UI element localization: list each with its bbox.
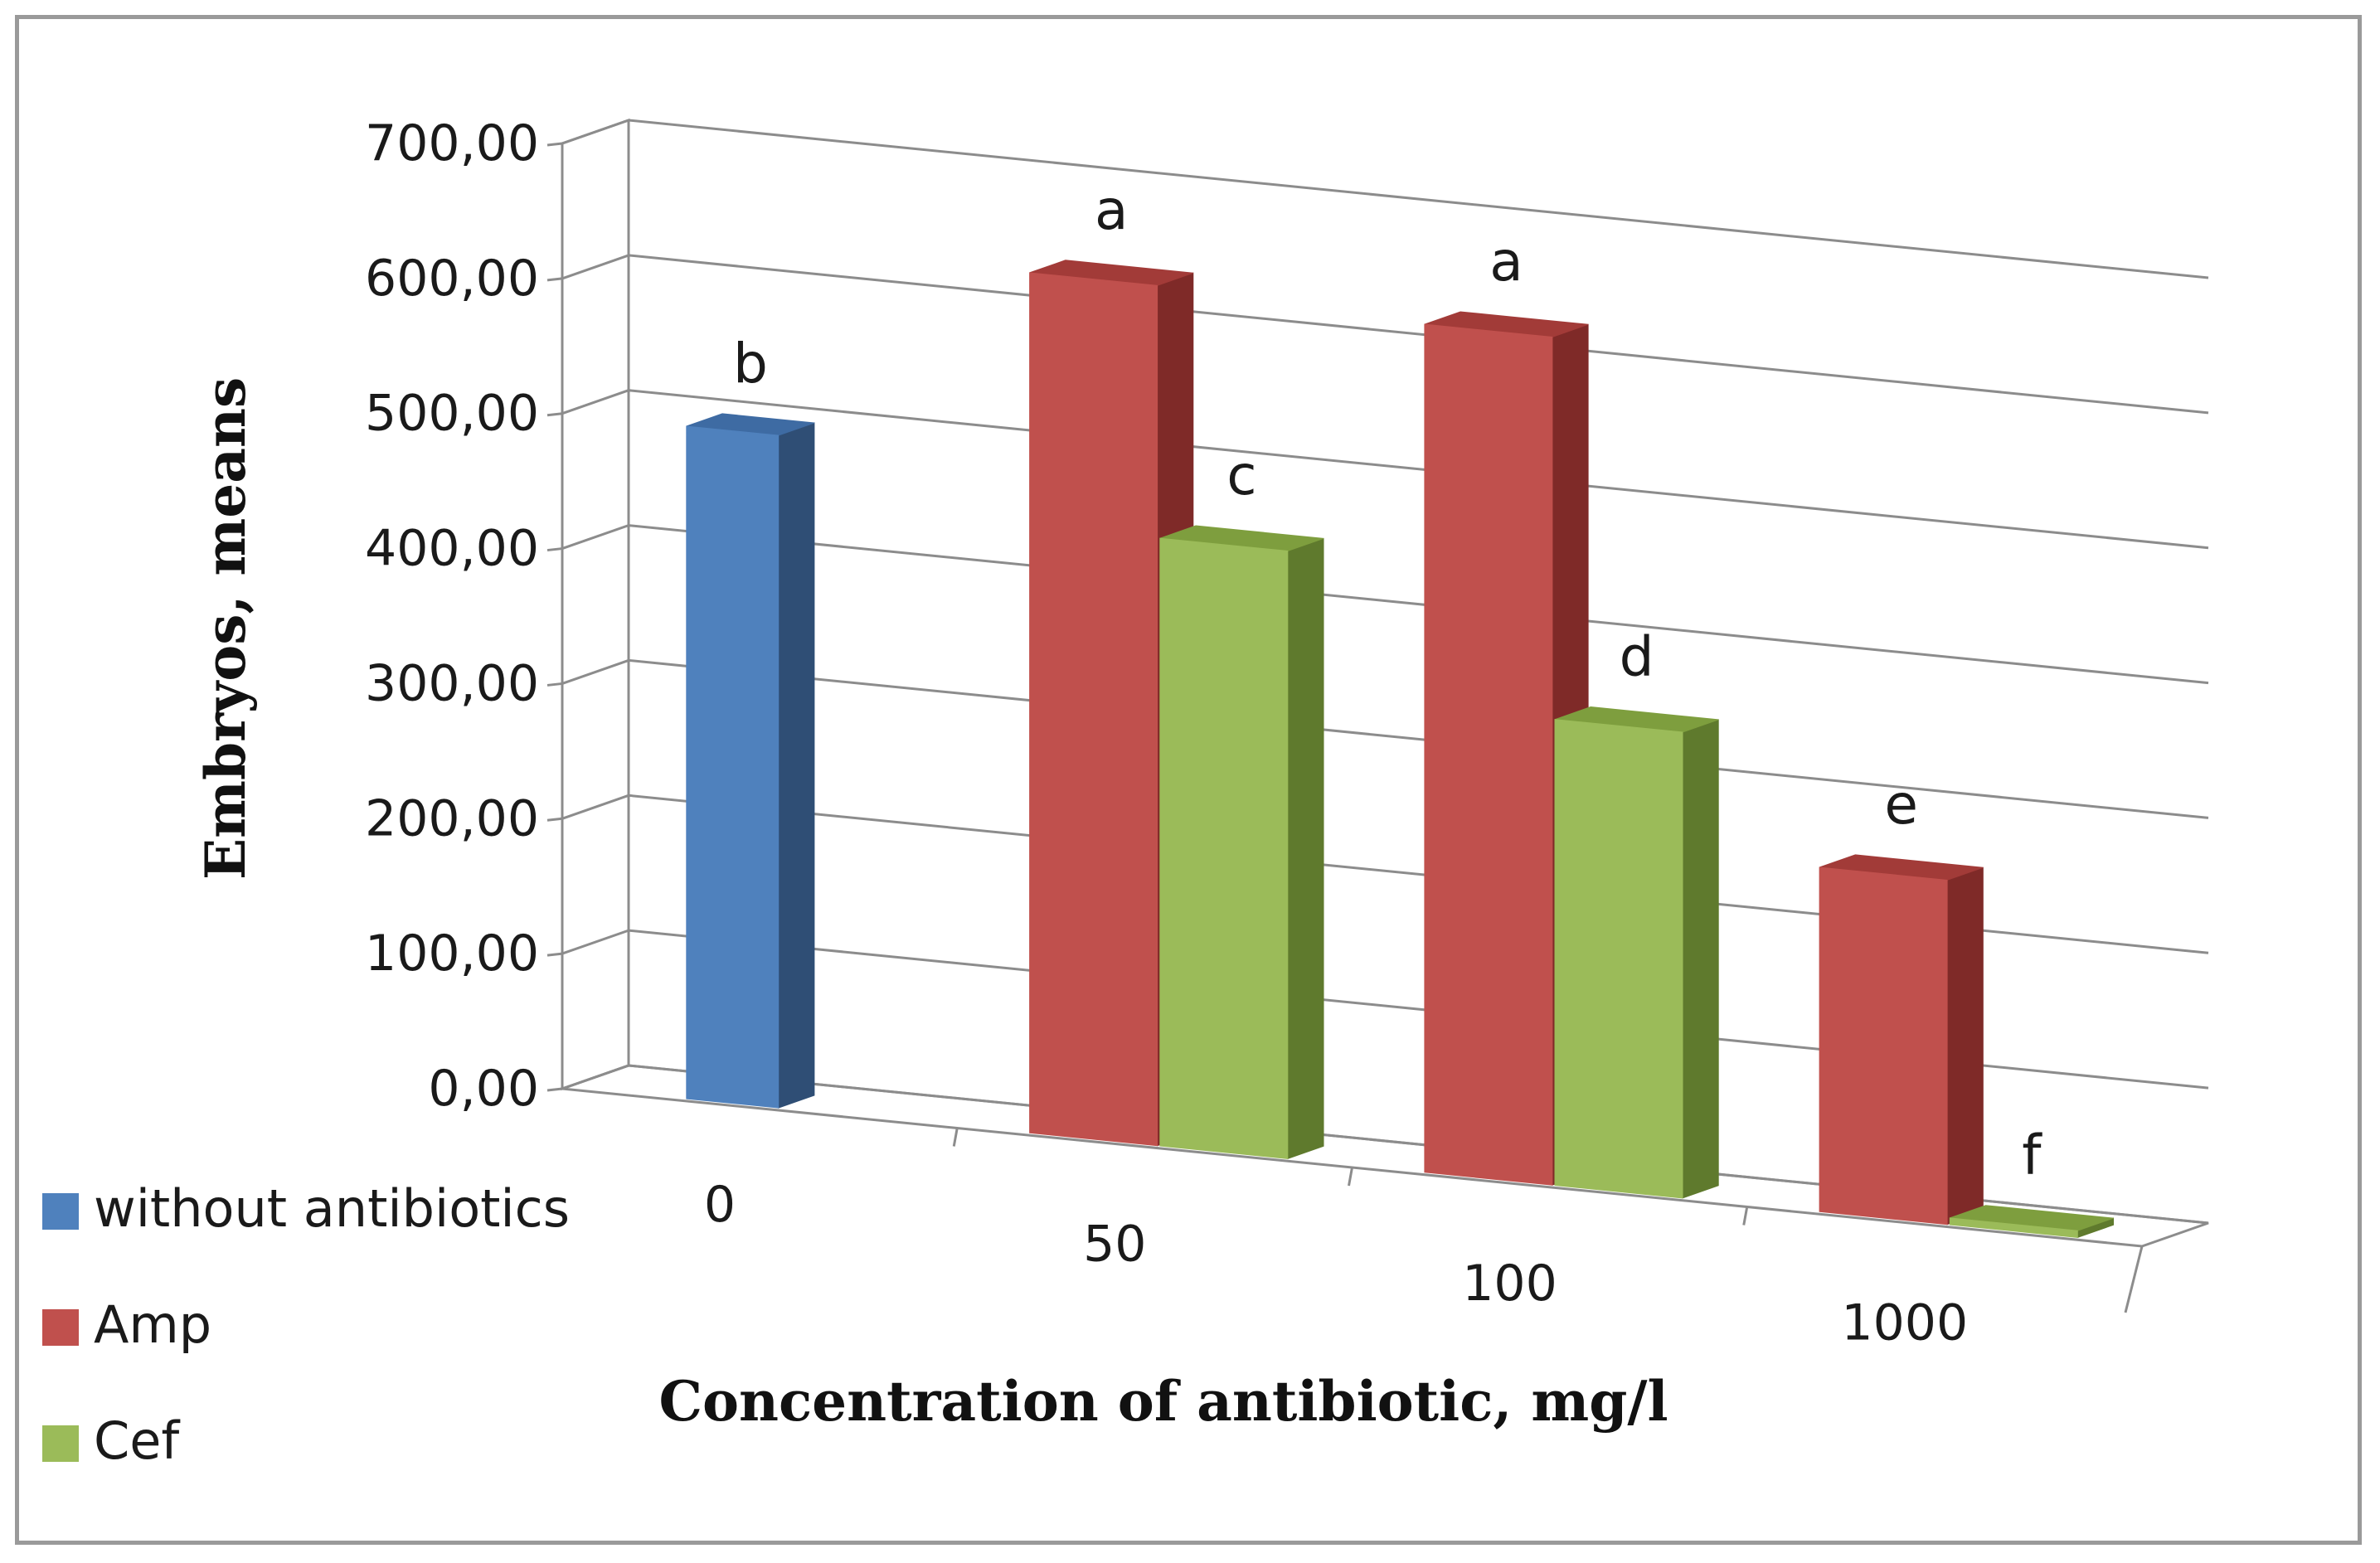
y-tick-label: 500,00 xyxy=(365,385,539,443)
y-tick-label: 0,00 xyxy=(428,1060,539,1118)
y-tick-mark xyxy=(546,682,563,687)
x-axis-category-labels: 0 50 100 1000 xyxy=(704,1176,1968,1352)
legend-label: Amp xyxy=(94,1294,211,1355)
x-category-label: 1000 xyxy=(1841,1294,1968,1352)
x-category-label: 100 xyxy=(1462,1255,1557,1313)
legend-swatch-without-antibiotics xyxy=(42,1193,79,1230)
bar-letter-label: a xyxy=(1095,178,1128,242)
y-tick-label: 200,00 xyxy=(365,789,539,847)
bar-cef-50 xyxy=(1159,537,1289,1159)
y-tick-mark xyxy=(546,142,563,147)
y-tick-mark xyxy=(546,817,563,822)
y-tick-mark xyxy=(546,277,563,282)
bar-side-amp-1000 xyxy=(1946,866,1984,1226)
bar-letter-label: e xyxy=(1884,773,1918,837)
bar-amp-1000 xyxy=(1819,866,1948,1226)
gridline xyxy=(561,524,2209,685)
y-tick-label: 700,00 xyxy=(365,114,539,172)
bar-letter-label: a xyxy=(1489,230,1523,294)
bar-side-cef-100 xyxy=(1682,719,1719,1199)
y-axis-ticks: 0,00 100,00 200,00 300,00 400,00 500,00 600,00… xyxy=(365,114,563,1118)
bar-letter-label: f xyxy=(2022,1124,2042,1187)
gridline xyxy=(561,389,2209,550)
bar-side-without-antibiotics-0 xyxy=(778,422,815,1109)
y-axis-title: Embryos, means xyxy=(193,377,258,880)
chart-floor xyxy=(561,1064,2209,1313)
legend-swatch-cef xyxy=(42,1425,79,1462)
x-category-label: 0 xyxy=(704,1176,736,1234)
bar-chart-3d: 0,00 100,00 200,00 300,00 400,00 500,00 600,00… xyxy=(42,114,2209,1471)
floor-plane xyxy=(561,1064,2209,1248)
y-tick-mark xyxy=(546,952,563,957)
y-tick-label: 100,00 xyxy=(365,925,539,983)
legend: without antibiotics Amp Cef xyxy=(42,1178,570,1471)
x-tick-mark xyxy=(952,1128,959,1147)
x-tick-mark xyxy=(1742,1206,1749,1226)
bar-side-cef-50 xyxy=(1287,537,1324,1160)
y-tick-mark xyxy=(546,547,563,552)
x-tick-mark xyxy=(1348,1167,1353,1187)
x-axis-title: Concentration of antibiotic, mg/l xyxy=(658,1369,1668,1434)
chart-walls xyxy=(561,118,630,1091)
bar-letter-labels: b a c a d e f xyxy=(733,178,2042,1187)
bar-cef-1000 xyxy=(1949,1217,2078,1238)
bars xyxy=(686,260,2114,1239)
bar-letter-label: c xyxy=(1226,444,1256,507)
gridline xyxy=(561,254,2209,415)
y-tick-label: 400,00 xyxy=(365,520,539,578)
bar-cef-100 xyxy=(1554,719,1683,1199)
y-tick-label: 300,00 xyxy=(365,654,539,712)
floor-edge xyxy=(2124,1245,2144,1313)
y-tick-mark xyxy=(546,1087,563,1092)
legend-label: without antibiotics xyxy=(94,1178,570,1239)
legend-swatch-amp xyxy=(42,1309,79,1346)
chart-frame: 0,00 100,00 200,00 300,00 400,00 500,00 600,00… xyxy=(15,15,2362,1545)
bar-without-antibiotics-0 xyxy=(686,425,780,1109)
bar-amp-100 xyxy=(1424,323,1553,1186)
bar-letter-label: b xyxy=(733,332,768,396)
side-wall xyxy=(561,118,630,1091)
bar-letter-label: d xyxy=(1620,625,1654,689)
x-category-label: 50 xyxy=(1083,1215,1146,1273)
gridline xyxy=(561,119,2209,279)
y-tick-mark xyxy=(546,412,563,417)
bar-amp-50 xyxy=(1029,272,1158,1147)
y-tick-label: 600,00 xyxy=(365,250,539,308)
legend-label: Cef xyxy=(94,1410,181,1471)
